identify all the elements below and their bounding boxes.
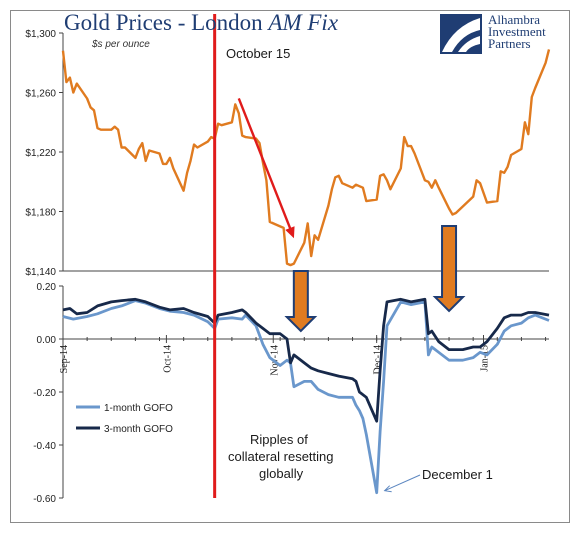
gofo-x-tick-label: Dec-14 xyxy=(373,345,384,374)
gold-y-tick-label: $1,180 xyxy=(25,208,56,219)
gofo-y-tick-label: 0.00 xyxy=(37,335,57,346)
gold-y-tick-label: $1,220 xyxy=(25,148,56,159)
chart-title: Gold Prices - London AM Fix xyxy=(64,10,338,36)
chart-title-italic: AM Fix xyxy=(268,10,339,35)
gold-price-series xyxy=(61,49,551,267)
gofo-x-tick-label: Jan-15 xyxy=(480,345,491,372)
logo-line-2: Investment xyxy=(488,24,546,39)
gofo-y-tick-label: -0.20 xyxy=(33,388,56,399)
legend-label-3-month: 3-month GOFO xyxy=(104,424,173,435)
annotation-ripples-line-2: collateral resetting xyxy=(228,449,334,464)
annotation-ripples-line-1: Ripples of xyxy=(250,432,308,447)
december-1-pointer xyxy=(384,474,421,492)
gold-price-axes: $1,300 $1,260 $1,220 $1,180 $1,140 xyxy=(25,29,549,278)
alhambra-logo-icon xyxy=(440,14,482,54)
gold-y-tick-label: $1,300 xyxy=(25,29,56,40)
december-1-pointer-head xyxy=(383,485,392,493)
gofo-y-tick-label: -0.40 xyxy=(33,441,56,452)
annotation-ripples-line-3: globally xyxy=(259,466,304,481)
block-arrow-november xyxy=(284,270,318,333)
chart-title-main: Gold Prices - London xyxy=(64,10,269,35)
price-drop-arrow-head xyxy=(285,226,295,239)
gofo-x-tick-label: Oct-14 xyxy=(162,345,173,373)
chart-frame xyxy=(10,10,570,523)
gold-y-tick-label: $1,140 xyxy=(25,267,56,278)
logo-line-1: Alhambra xyxy=(488,12,540,27)
block-arrow-december xyxy=(432,225,466,313)
annotation-overlays xyxy=(213,14,466,498)
annotation-october-15: October 15 xyxy=(226,46,291,61)
price-drop-arrow xyxy=(237,98,293,231)
chart-subtitle: $s per ounce xyxy=(92,39,150,50)
gofo-3-month-line xyxy=(62,297,550,423)
gold-price-line xyxy=(61,49,551,267)
annotation-december-1: December 1 xyxy=(422,467,493,482)
logo-text: Alhambra Investment Partners xyxy=(488,12,546,51)
gofo-series: 1-month GOFO 3-month GOFO xyxy=(62,297,550,495)
legend-label-1-month: 1-month GOFO xyxy=(104,403,173,414)
gold-y-tick-label: $1,260 xyxy=(25,89,56,100)
gofo-y-tick-label: -0.60 xyxy=(33,494,56,505)
gofo-x-tick-label: Sep-14 xyxy=(59,345,70,373)
gofo-1-month-line xyxy=(62,299,550,495)
logo-line-3: Partners xyxy=(488,36,531,51)
gofo-y-tick-label: 0.20 xyxy=(37,282,57,293)
